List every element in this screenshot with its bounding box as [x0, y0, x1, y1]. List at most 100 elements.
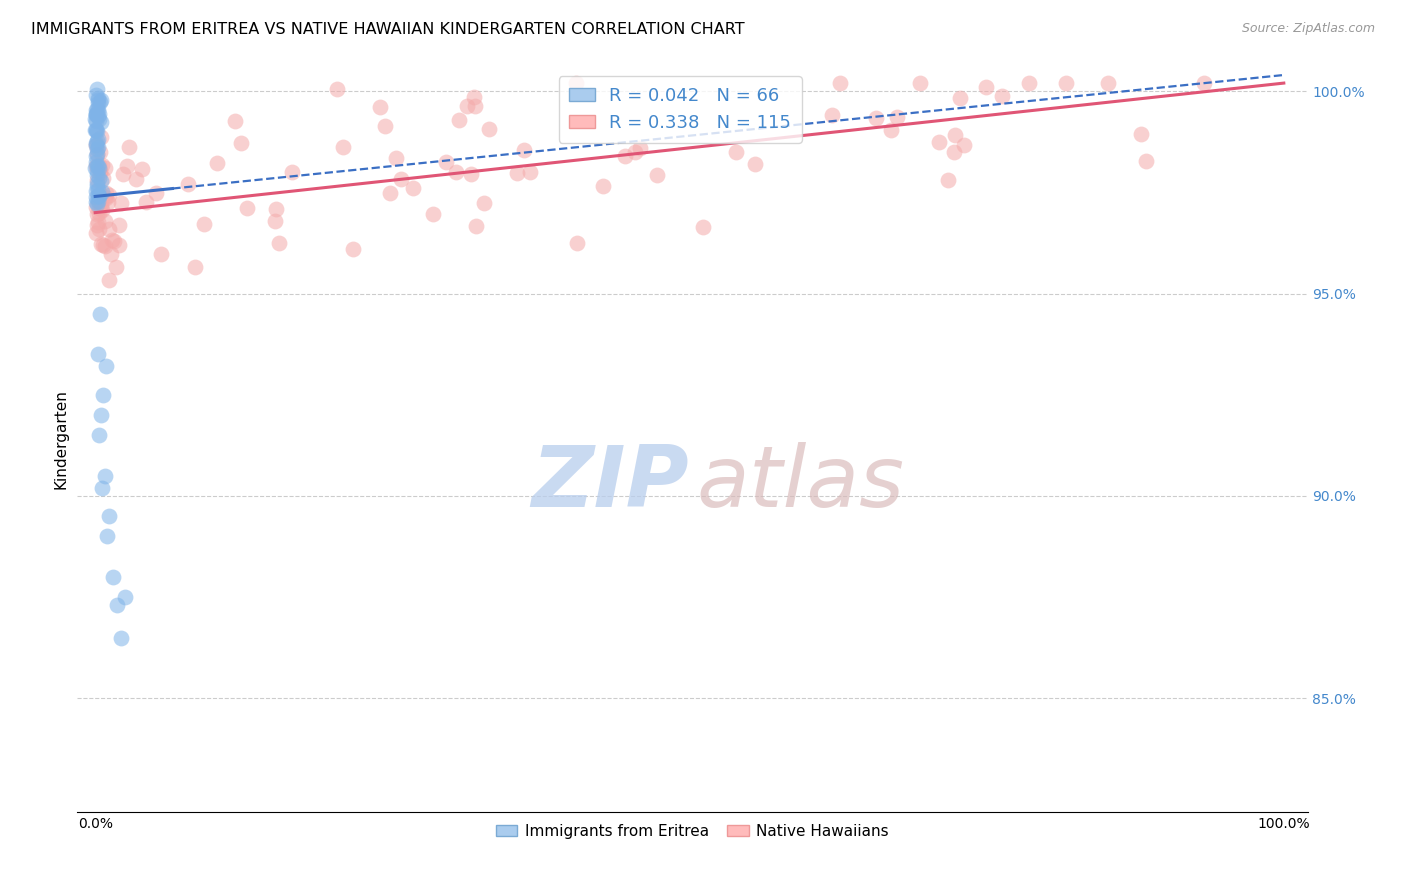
Point [928, 136, 950, 150]
Point [84, 122, 107, 136]
Point [880, 123, 903, 137]
Point [87, 189, 110, 203]
Point [342, 242, 364, 256]
Point [86, 81, 108, 95]
Point [519, 165, 541, 179]
Point [991, 89, 1014, 103]
Point [1097, 76, 1119, 90]
Point [949, 91, 972, 105]
Text: ZIP: ZIP [531, 442, 689, 525]
Point [86, 102, 108, 116]
Point [205, 156, 228, 170]
Point [86, 184, 108, 198]
Point [86, 207, 108, 221]
Point [1018, 76, 1040, 90]
Point [87, 103, 110, 118]
Point [865, 111, 887, 125]
Point [98, 222, 121, 236]
Point [1054, 76, 1077, 90]
Point [87, 109, 110, 123]
Point [110, 631, 132, 645]
Point [90, 237, 112, 252]
Point [86, 134, 108, 148]
Point [86, 147, 108, 161]
Point [184, 260, 207, 274]
Point [94, 359, 117, 374]
Point [89, 166, 111, 180]
Point [86, 184, 108, 198]
Point [84, 161, 107, 175]
Point [84, 103, 107, 117]
Point [86, 197, 108, 211]
Point [91, 481, 114, 495]
Point [94, 186, 117, 200]
Point [87, 131, 110, 145]
Point [108, 218, 131, 232]
Point [953, 137, 976, 152]
Point [93, 388, 115, 402]
Point [87, 91, 110, 105]
Point [84, 190, 107, 204]
Point [98, 509, 121, 524]
Point [90, 129, 112, 144]
Point [89, 158, 111, 172]
Point [830, 76, 852, 90]
Point [84, 88, 107, 103]
Point [264, 214, 287, 228]
Legend: Immigrants from Eritrea, Native Hawaiians: Immigrants from Eritrea, Native Hawaiian… [489, 818, 896, 845]
Point [117, 159, 139, 173]
Point [86, 107, 108, 121]
Point [177, 178, 200, 192]
Point [114, 590, 136, 604]
Point [86, 176, 108, 190]
Point [145, 186, 167, 201]
Point [87, 206, 110, 220]
Point [910, 76, 932, 90]
Point [224, 113, 246, 128]
Point [444, 165, 467, 179]
Point [87, 93, 110, 107]
Point [97, 188, 120, 202]
Point [89, 112, 111, 126]
Point [89, 95, 111, 110]
Point [645, 168, 668, 182]
Point [84, 194, 107, 209]
Point [96, 529, 118, 543]
Point [269, 235, 291, 250]
Point [94, 239, 117, 253]
Point [229, 136, 252, 151]
Point [91, 170, 114, 185]
Point [93, 468, 115, 483]
Point [87, 107, 110, 121]
Point [281, 165, 304, 179]
Text: atlas: atlas [696, 442, 904, 525]
Point [90, 199, 112, 213]
Point [89, 307, 111, 321]
Point [744, 157, 766, 171]
Point [110, 195, 132, 210]
Point [90, 94, 112, 108]
Point [326, 82, 349, 96]
Point [91, 238, 114, 252]
Point [94, 161, 117, 175]
Point [149, 247, 172, 261]
Point [86, 226, 108, 240]
Point [389, 171, 412, 186]
Point [264, 202, 287, 217]
Point [101, 570, 124, 584]
Point [112, 168, 135, 182]
Text: Source: ZipAtlas.com: Source: ZipAtlas.com [1241, 22, 1375, 36]
Point [86, 163, 108, 178]
Point [84, 112, 107, 126]
Point [447, 113, 470, 128]
Point [1129, 127, 1152, 141]
Point [434, 155, 457, 169]
Point [86, 201, 108, 215]
Point [592, 178, 614, 193]
Point [821, 108, 844, 122]
Point [463, 89, 485, 103]
Point [565, 236, 588, 251]
Point [86, 142, 108, 156]
Point [513, 143, 536, 157]
Point [472, 195, 495, 210]
